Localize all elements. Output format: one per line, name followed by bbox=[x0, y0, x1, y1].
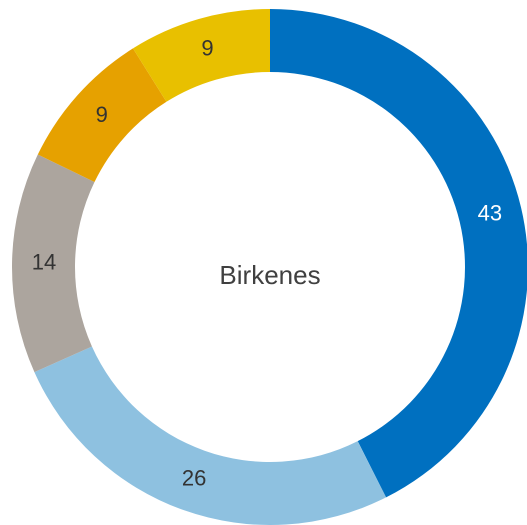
center-label: Birkenes bbox=[219, 260, 320, 290]
slice bbox=[132, 9, 270, 102]
slices bbox=[11, 9, 527, 525]
slice bbox=[270, 9, 527, 498]
value-label: 14 bbox=[32, 249, 56, 274]
slice bbox=[34, 346, 387, 525]
value-label: 9 bbox=[96, 102, 108, 127]
slice bbox=[11, 154, 95, 373]
value-label: 43 bbox=[478, 201, 502, 226]
value-label: 9 bbox=[201, 36, 213, 61]
labels: 43 26 14 9 9 bbox=[32, 36, 502, 491]
slice bbox=[37, 48, 167, 183]
value-label: 26 bbox=[182, 466, 206, 491]
